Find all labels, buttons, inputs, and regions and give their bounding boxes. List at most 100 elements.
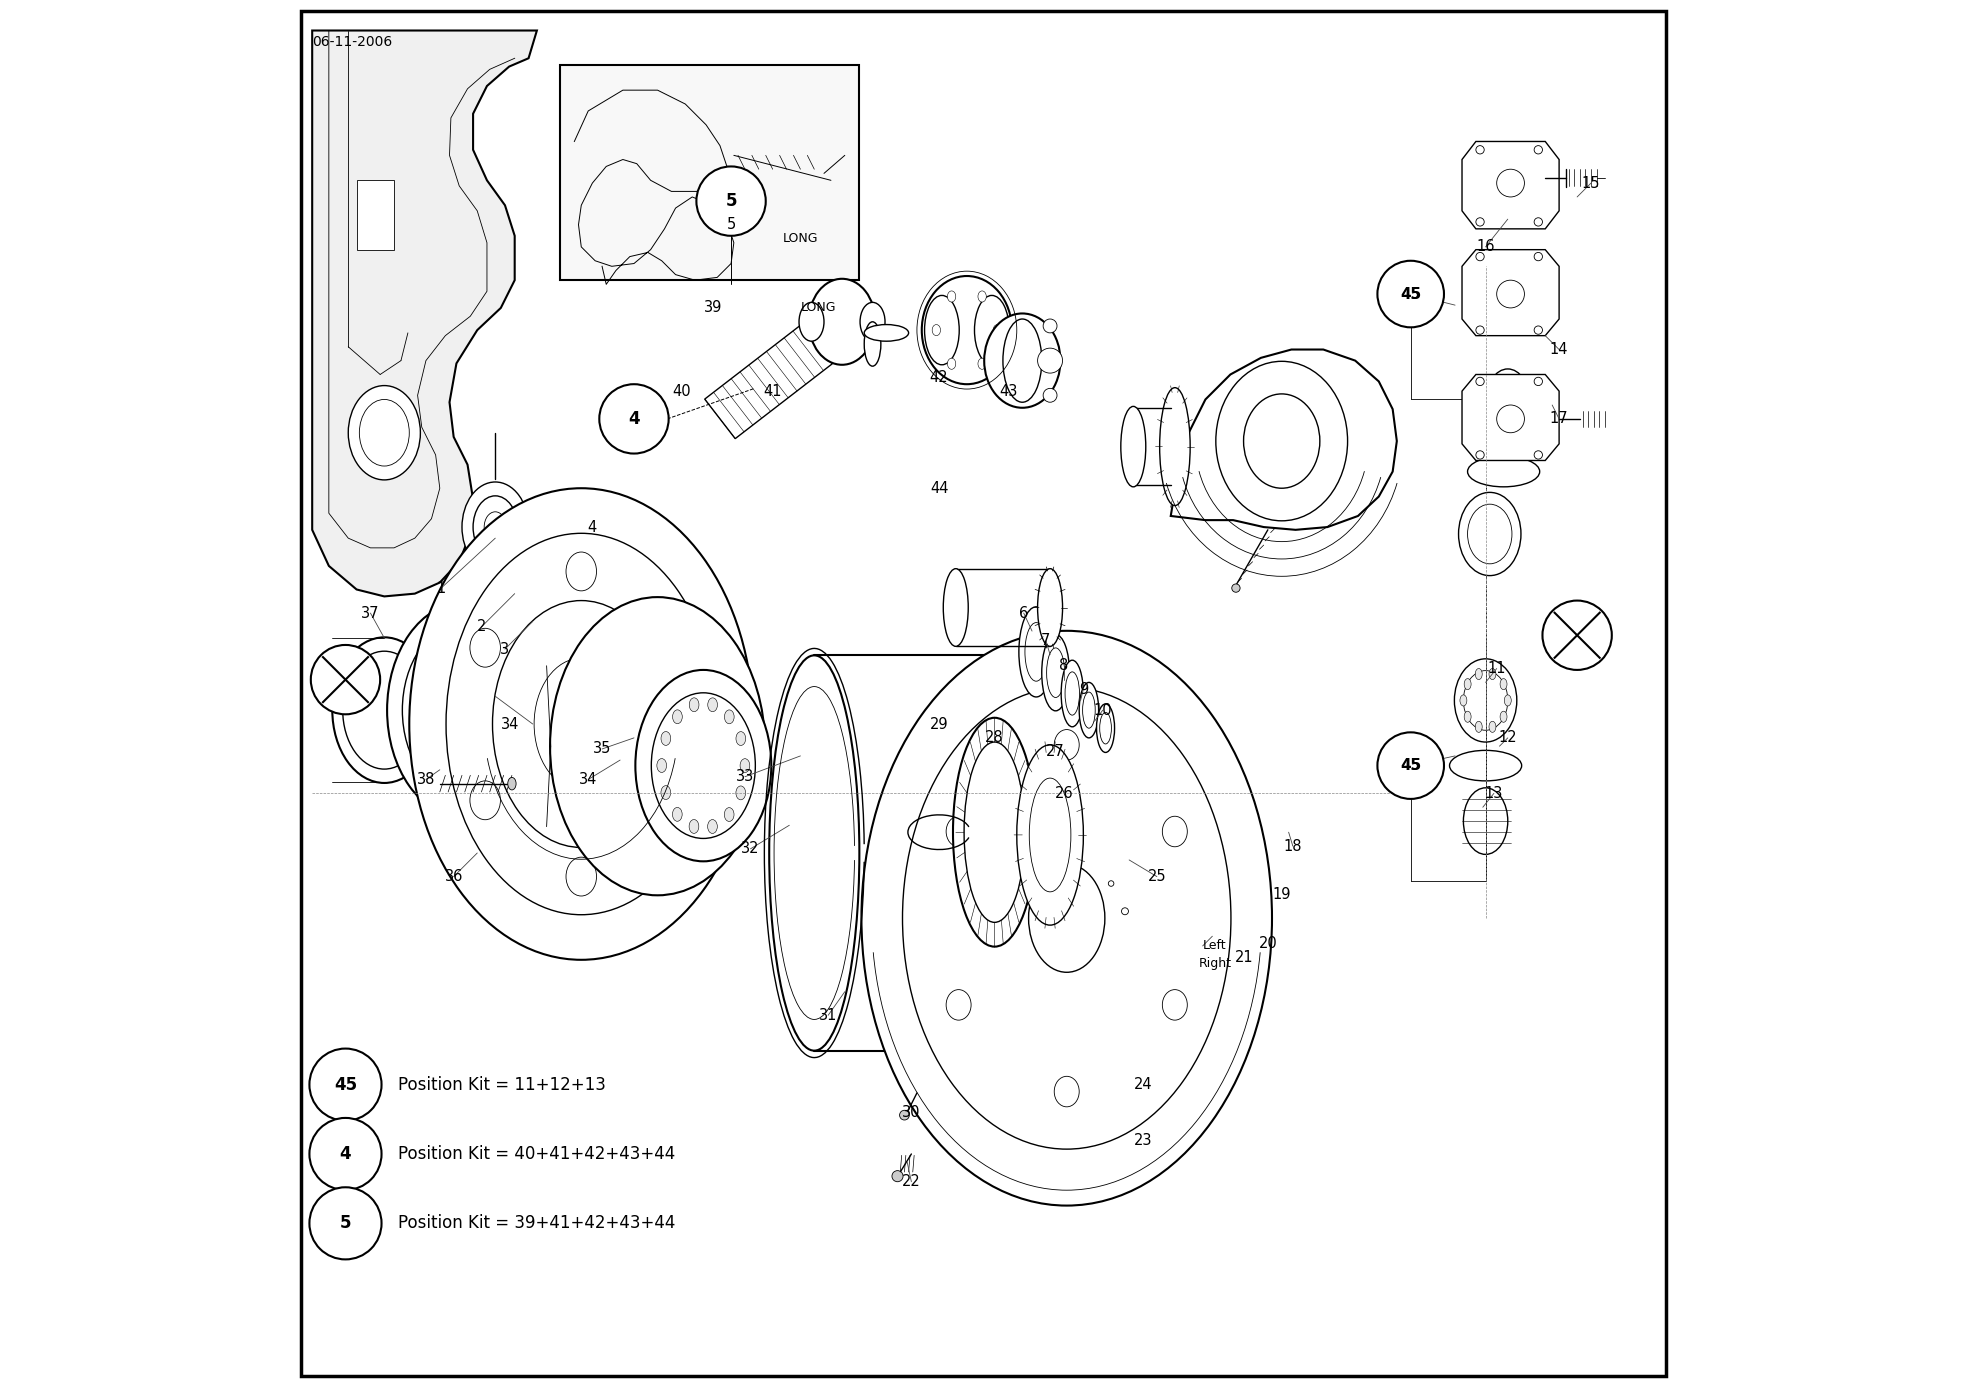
Ellipse shape — [864, 322, 881, 366]
Ellipse shape — [1121, 406, 1147, 487]
Ellipse shape — [663, 628, 692, 667]
Ellipse shape — [708, 698, 718, 712]
Ellipse shape — [507, 512, 549, 570]
Ellipse shape — [566, 857, 596, 896]
Polygon shape — [1485, 377, 1526, 427]
Ellipse shape — [1096, 705, 1115, 753]
Polygon shape — [356, 180, 393, 250]
Ellipse shape — [492, 753, 504, 771]
Text: 4: 4 — [340, 1146, 352, 1162]
Ellipse shape — [923, 276, 1011, 384]
Ellipse shape — [1463, 712, 1471, 723]
Ellipse shape — [492, 601, 671, 847]
Ellipse shape — [551, 598, 765, 896]
Text: 20: 20 — [1259, 936, 1277, 950]
Ellipse shape — [1460, 695, 1467, 706]
Ellipse shape — [673, 710, 683, 724]
Text: 3: 3 — [500, 642, 509, 656]
Ellipse shape — [891, 1171, 903, 1182]
Text: 29: 29 — [930, 717, 948, 731]
Text: 28: 28 — [985, 731, 1003, 745]
Text: 31: 31 — [818, 1008, 838, 1022]
Text: 11: 11 — [1487, 662, 1507, 675]
Polygon shape — [1461, 374, 1560, 460]
Text: 8: 8 — [1060, 659, 1068, 673]
Ellipse shape — [903, 688, 1231, 1148]
Ellipse shape — [1107, 881, 1113, 886]
Ellipse shape — [1475, 377, 1485, 386]
Ellipse shape — [724, 807, 734, 821]
Text: Right: Right — [1198, 957, 1231, 971]
Ellipse shape — [688, 698, 698, 712]
Ellipse shape — [1029, 778, 1070, 892]
Ellipse shape — [1162, 816, 1188, 846]
Ellipse shape — [1475, 721, 1483, 732]
Ellipse shape — [663, 781, 692, 820]
Text: 5: 5 — [726, 218, 736, 232]
Ellipse shape — [946, 816, 972, 846]
Ellipse shape — [736, 731, 745, 745]
Ellipse shape — [1489, 721, 1497, 732]
Ellipse shape — [1025, 623, 1048, 681]
Text: 15: 15 — [1581, 176, 1601, 190]
Ellipse shape — [740, 759, 749, 773]
Ellipse shape — [515, 523, 541, 559]
Ellipse shape — [964, 742, 1025, 922]
Text: 06-11-2006: 06-11-2006 — [313, 35, 393, 49]
Ellipse shape — [657, 759, 667, 773]
Ellipse shape — [476, 634, 488, 652]
Ellipse shape — [948, 358, 956, 369]
Ellipse shape — [860, 302, 885, 341]
Text: 38: 38 — [417, 773, 435, 786]
Ellipse shape — [1043, 319, 1056, 333]
Ellipse shape — [984, 313, 1060, 408]
Ellipse shape — [409, 700, 421, 718]
Text: 17: 17 — [1550, 412, 1568, 426]
Ellipse shape — [1003, 319, 1043, 402]
Text: 45: 45 — [1401, 759, 1422, 773]
Ellipse shape — [1475, 252, 1485, 261]
Text: 6: 6 — [1019, 606, 1029, 620]
Text: 34: 34 — [578, 773, 598, 786]
Ellipse shape — [932, 325, 940, 336]
Ellipse shape — [1475, 146, 1485, 154]
Ellipse shape — [1475, 669, 1483, 680]
Text: 21: 21 — [1235, 950, 1253, 964]
Ellipse shape — [484, 512, 506, 542]
Text: 2: 2 — [476, 620, 486, 634]
Ellipse shape — [769, 656, 860, 1051]
Ellipse shape — [1501, 678, 1507, 689]
Ellipse shape — [1054, 1076, 1080, 1107]
Text: 26: 26 — [1054, 786, 1074, 800]
Ellipse shape — [1534, 326, 1542, 334]
Ellipse shape — [409, 488, 753, 960]
Ellipse shape — [635, 670, 771, 861]
Text: 9: 9 — [1078, 682, 1088, 696]
Ellipse shape — [962, 680, 1029, 1026]
Ellipse shape — [439, 634, 450, 652]
Ellipse shape — [1080, 682, 1100, 738]
Text: 34: 34 — [502, 717, 519, 731]
Text: 12: 12 — [1499, 731, 1517, 745]
Text: 30: 30 — [903, 1105, 921, 1119]
Ellipse shape — [1475, 218, 1485, 226]
Ellipse shape — [1463, 678, 1471, 689]
Ellipse shape — [1475, 326, 1485, 334]
Ellipse shape — [1216, 362, 1347, 520]
Ellipse shape — [1450, 750, 1522, 781]
Ellipse shape — [950, 656, 1041, 1051]
Ellipse shape — [535, 659, 627, 791]
Text: 40: 40 — [673, 384, 690, 398]
Text: 45: 45 — [334, 1076, 358, 1093]
Ellipse shape — [1460, 492, 1520, 576]
Ellipse shape — [507, 777, 515, 791]
Ellipse shape — [1029, 864, 1105, 972]
Circle shape — [311, 645, 380, 714]
Ellipse shape — [1039, 569, 1062, 646]
Ellipse shape — [1501, 712, 1507, 723]
Ellipse shape — [458, 627, 468, 645]
Text: 14: 14 — [1550, 343, 1568, 356]
Ellipse shape — [862, 631, 1273, 1205]
Text: Position Kit = 40+41+42+43+44: Position Kit = 40+41+42+43+44 — [397, 1146, 675, 1162]
Ellipse shape — [1100, 713, 1111, 743]
